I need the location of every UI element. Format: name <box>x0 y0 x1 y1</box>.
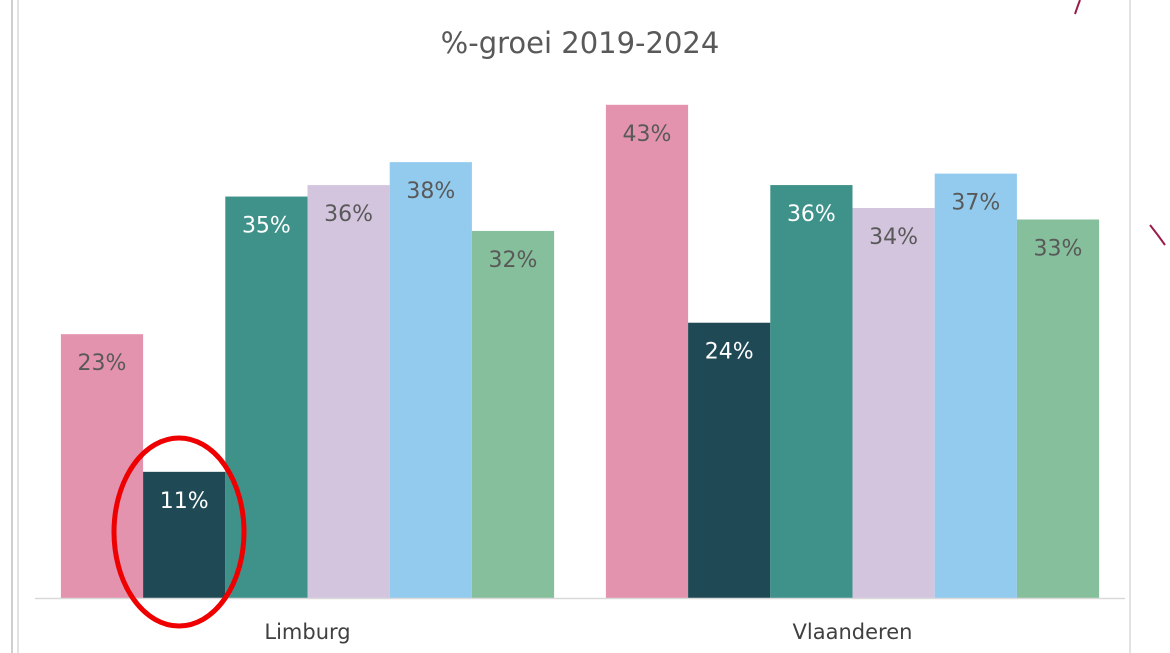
data-label: 23% <box>78 351 127 376</box>
bar <box>1016 219 1100 599</box>
bar <box>934 173 1017 599</box>
plot: 23% 11% 35% 36% 38% 32% 43% 24% 36% 34% 37% 33% <box>60 104 1100 599</box>
bar <box>307 185 390 598</box>
bar <box>143 471 226 598</box>
x-tick-label: Limburg <box>264 620 350 644</box>
data-label: 38% <box>406 179 455 204</box>
data-label: 33% <box>1034 236 1083 261</box>
data-label: 35% <box>242 214 291 239</box>
data-label: 43% <box>623 122 672 147</box>
data-label: 24% <box>705 340 754 365</box>
bar <box>60 334 144 598</box>
data-label: 11% <box>160 489 209 514</box>
decoration <box>1149 224 1166 246</box>
bar <box>688 322 771 598</box>
highlight-circle <box>111 435 247 629</box>
bar <box>770 185 853 598</box>
bar <box>605 104 689 598</box>
bar <box>225 196 308 599</box>
x-tick-label: Vlaanderen <box>793 620 913 644</box>
data-label: 34% <box>869 225 918 250</box>
decoration <box>1074 0 1081 15</box>
bar <box>852 208 935 598</box>
bar <box>389 162 472 598</box>
bar <box>471 230 555 598</box>
data-label: 37% <box>951 191 1000 216</box>
chart-title: %-groei 2019-2024 <box>441 26 720 60</box>
data-label: 36% <box>324 202 373 227</box>
data-label: 36% <box>787 202 836 227</box>
chart-frame <box>17 0 1131 653</box>
data-label: 32% <box>489 248 538 273</box>
